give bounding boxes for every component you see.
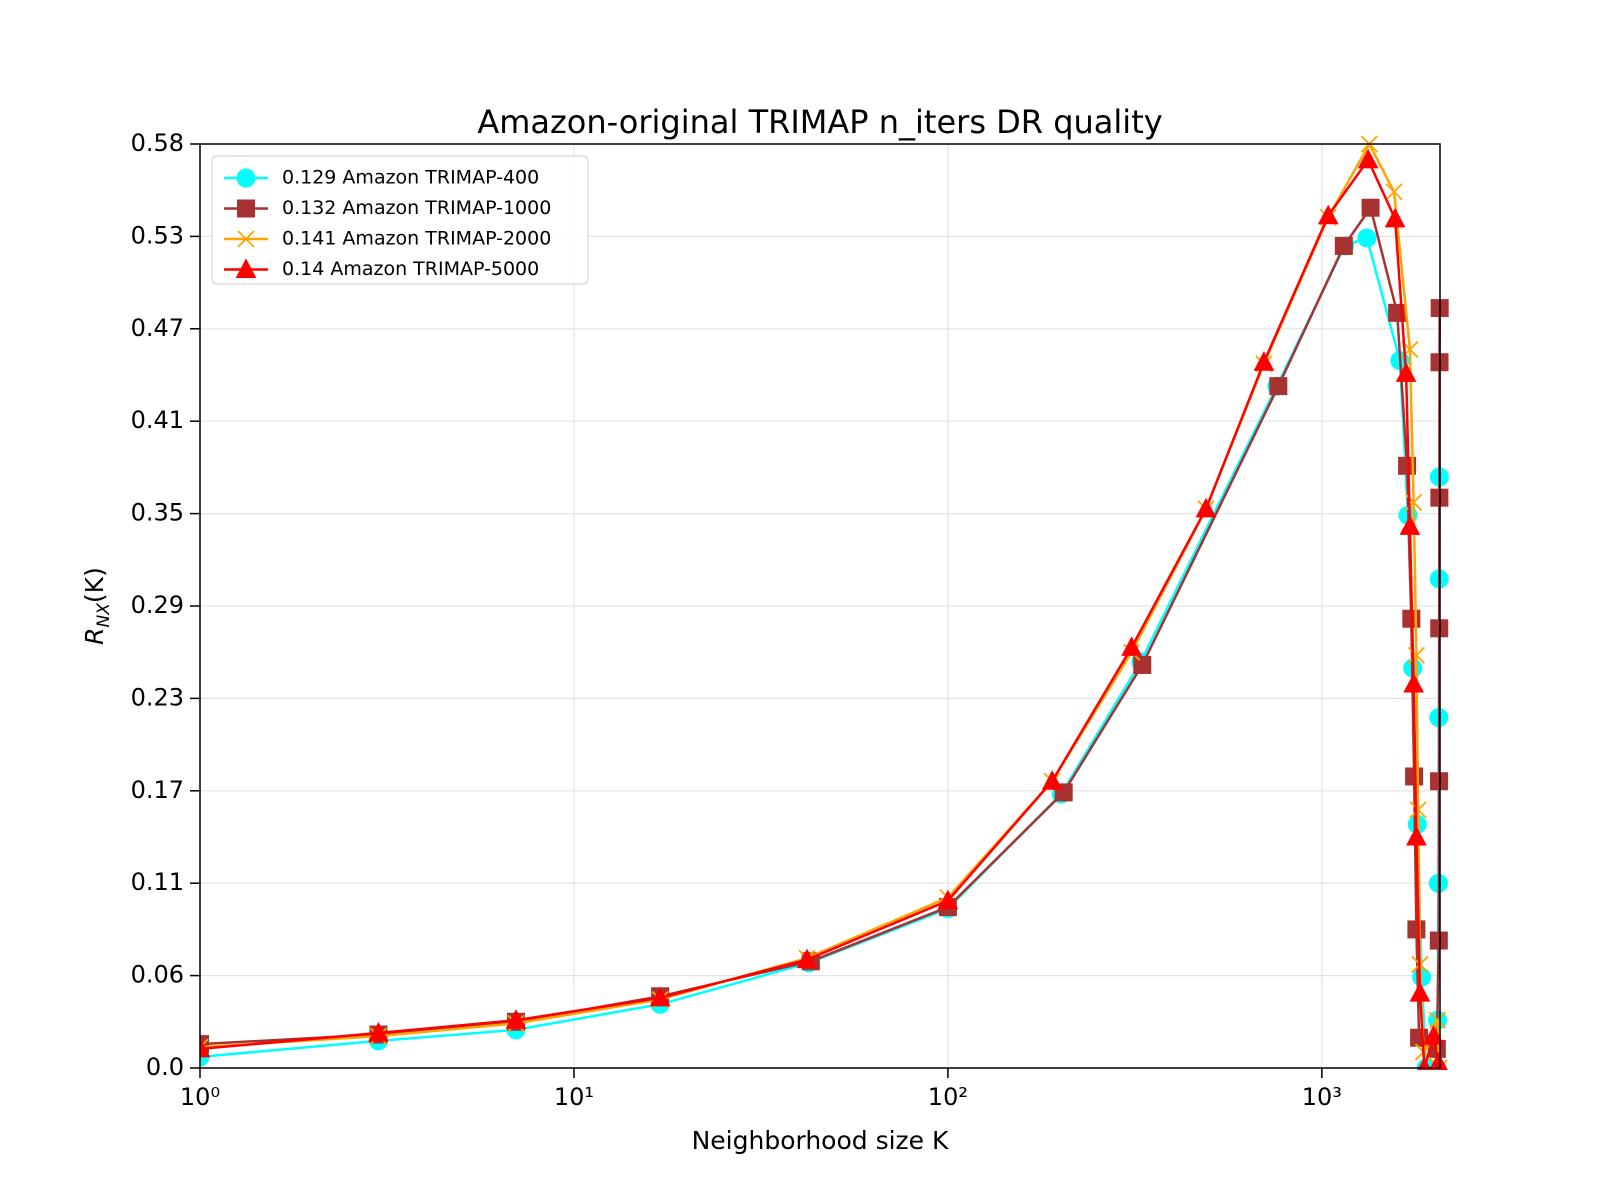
x-axis-label: Neighborhood size K: [692, 1126, 949, 1155]
line: [200, 236, 1441, 1069]
y-tick-label: 0.11: [131, 868, 184, 896]
point: [796, 948, 818, 969]
y-label-base: R: [80, 627, 109, 644]
point: [1133, 655, 1152, 674]
y-tick-label: 0.58: [131, 129, 184, 157]
y-tick-label: 0.29: [131, 591, 184, 619]
point: [235, 258, 257, 278]
point: [1403, 672, 1424, 693]
point: [1361, 198, 1380, 217]
point: [368, 1021, 389, 1042]
legend-label: 0.141 Amazon TRIMAP-2000: [282, 228, 551, 250]
point: [1357, 148, 1379, 169]
point: [1384, 207, 1406, 228]
y-tick-label: 0.23: [131, 683, 184, 711]
y-tick-label: 0.35: [131, 499, 184, 527]
series: [200, 198, 1449, 1058]
point: [200, 1037, 211, 1058]
legend: 0.129 Amazon TRIMAP-400 0.132 Amazon TRIM…: [211, 155, 589, 285]
point: [1407, 920, 1426, 939]
point: [1417, 1056, 1432, 1070]
chart-title: Amazon-original TRIMAP n_iters DR qualit…: [477, 103, 1162, 141]
point: [1430, 619, 1449, 638]
point: [1428, 1011, 1447, 1029]
series: [200, 228, 1449, 1070]
legend-label: 0.132 Amazon TRIMAP-1000: [282, 197, 551, 219]
x-tick-label: 10⁰: [180, 1083, 220, 1111]
point: [1430, 772, 1449, 791]
point: [1269, 377, 1288, 396]
plot-frame: [199, 143, 1441, 1069]
x-tick-label: 10³: [1302, 1083, 1342, 1111]
point: [237, 199, 255, 218]
point: [1409, 801, 1427, 819]
point: [1395, 362, 1417, 382]
point: [1429, 1052, 1448, 1070]
y-tick-label: 0.41: [131, 406, 184, 434]
line: [200, 157, 1440, 1069]
point: [1407, 646, 1426, 665]
point: [1041, 770, 1063, 790]
point: [1195, 497, 1217, 518]
point: [1399, 515, 1421, 535]
point: [937, 889, 959, 910]
legend-label: 0.14 Amazon TRIMAP-5000: [282, 258, 539, 280]
y-tick-label: 0.06: [131, 961, 184, 989]
point: [1121, 636, 1142, 656]
x-tick-label: 10²: [928, 1083, 968, 1111]
point: [236, 168, 256, 188]
y-label-arg: (K): [80, 567, 109, 603]
point: [1357, 228, 1377, 248]
legend-label: 0.129 Amazon TRIMAP-400: [282, 167, 539, 189]
point: [1317, 204, 1339, 225]
point: [1334, 236, 1353, 255]
series: [200, 148, 1448, 1070]
x-tick-label: 10¹: [554, 1083, 594, 1111]
line: [200, 204, 1441, 1052]
point: [505, 1009, 527, 1029]
point: [1423, 1025, 1444, 1045]
point: [1385, 183, 1403, 201]
point: [1429, 931, 1448, 950]
point: [1409, 982, 1431, 1002]
legend-box: [211, 155, 589, 285]
y-tick-label: 0.17: [131, 776, 184, 804]
y-tick-label: 0.53: [131, 221, 184, 249]
y-tick-label: 0.47: [131, 314, 184, 342]
point: [237, 230, 255, 248]
y-axis-label: RNX(K): [80, 567, 114, 645]
point: [1253, 351, 1275, 371]
point: [649, 986, 671, 1007]
point: [1406, 825, 1427, 846]
y-tick-label: 0.0: [146, 1053, 184, 1081]
y-label-sub: NX: [94, 603, 114, 628]
